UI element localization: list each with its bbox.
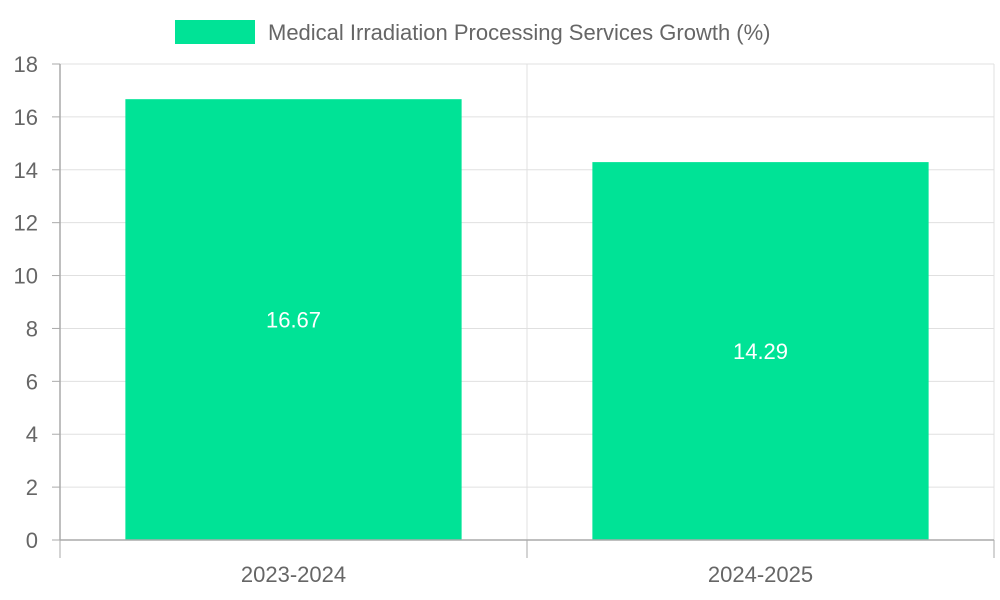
legend[interactable]: Medical Irradiation Processing Services … [175,20,771,45]
y-tick-label: 12 [14,211,38,236]
legend-swatch[interactable] [175,20,255,44]
bars [125,99,929,540]
y-tick-label: 8 [26,316,38,341]
y-tick-label: 14 [14,158,38,183]
data-label: 16.67 [266,308,321,333]
y-tick-label: 18 [14,52,38,77]
data-labels: 16.67 14.29 [266,308,788,364]
axes [52,63,995,558]
x-tick-label: 2024-2025 [708,562,813,587]
x-tick-label: 2023-2024 [241,562,346,587]
legend-label[interactable]: Medical Irradiation Processing Services … [268,20,771,45]
y-tick-label: 4 [26,422,38,447]
y-tick-label: 6 [26,369,38,394]
bar-2023-2024[interactable] [125,99,462,540]
y-tick-labels: 0 2 4 6 8 10 12 14 16 18 [14,52,38,553]
x-tick-labels: 2023-2024 2024-2025 [241,562,813,587]
y-tick-label: 10 [14,264,38,289]
y-tick-label: 16 [14,105,38,130]
bar-2024-2025[interactable] [592,162,929,540]
y-tick-label: 0 [26,528,38,553]
data-label: 14.29 [733,339,788,364]
y-tick-label: 2 [26,475,38,500]
